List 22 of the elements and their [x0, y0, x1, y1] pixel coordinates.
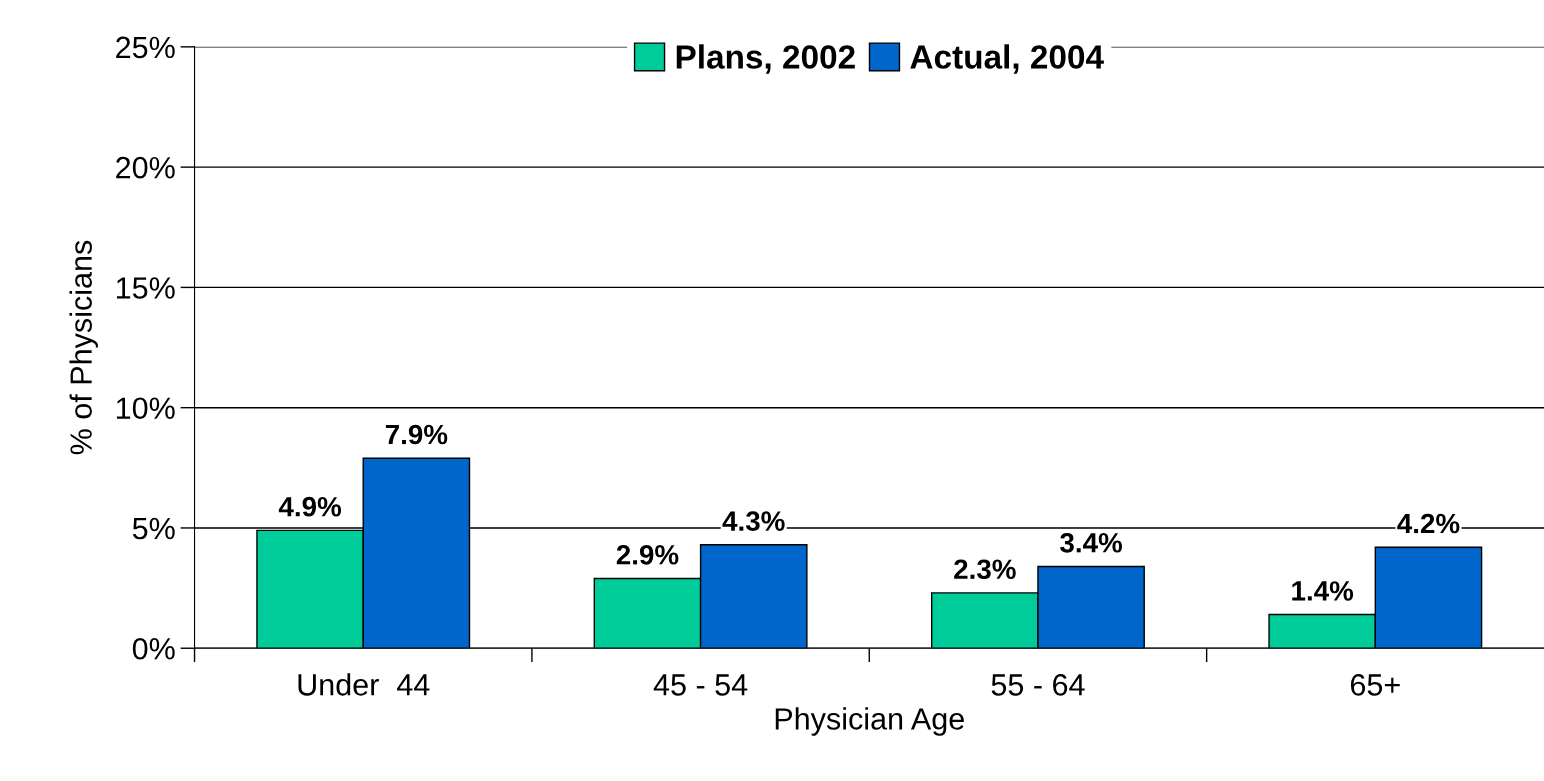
- y-tick-label: 0%: [132, 637, 175, 660]
- y-tick-label: 25%: [116, 36, 175, 59]
- x-tick-label: Under 44: [298, 673, 430, 696]
- x-tick-label: 55 - 64: [991, 674, 1085, 696]
- data-label: 3.4%: [1060, 532, 1123, 553]
- y-tick-label: 20%: [116, 156, 175, 179]
- data-label: 2.3%: [954, 559, 1016, 580]
- y-axis-title: % of Physicians: [69, 240, 98, 455]
- y-tick-label: 10%: [116, 397, 175, 420]
- legend-label: Actual, 2004: [910, 44, 1104, 74]
- x-axis-title: Physician Age: [775, 707, 964, 736]
- data-label: 4.3%: [722, 511, 785, 532]
- y-tick-label: 5%: [132, 517, 175, 540]
- data-label: 4.9%: [278, 496, 342, 517]
- x-tick-label: 45 - 54: [653, 674, 748, 696]
- data-label: 1.4%: [1292, 581, 1354, 601]
- data-label: 7.9%: [385, 424, 448, 445]
- x-tick-label: 65+: [1350, 674, 1400, 696]
- data-label: 2.9%: [616, 544, 679, 565]
- legend-label: Plans, 2002: [676, 44, 855, 74]
- y-tick-label: 15%: [116, 277, 175, 299]
- data-label: 4.2%: [1397, 513, 1460, 534]
